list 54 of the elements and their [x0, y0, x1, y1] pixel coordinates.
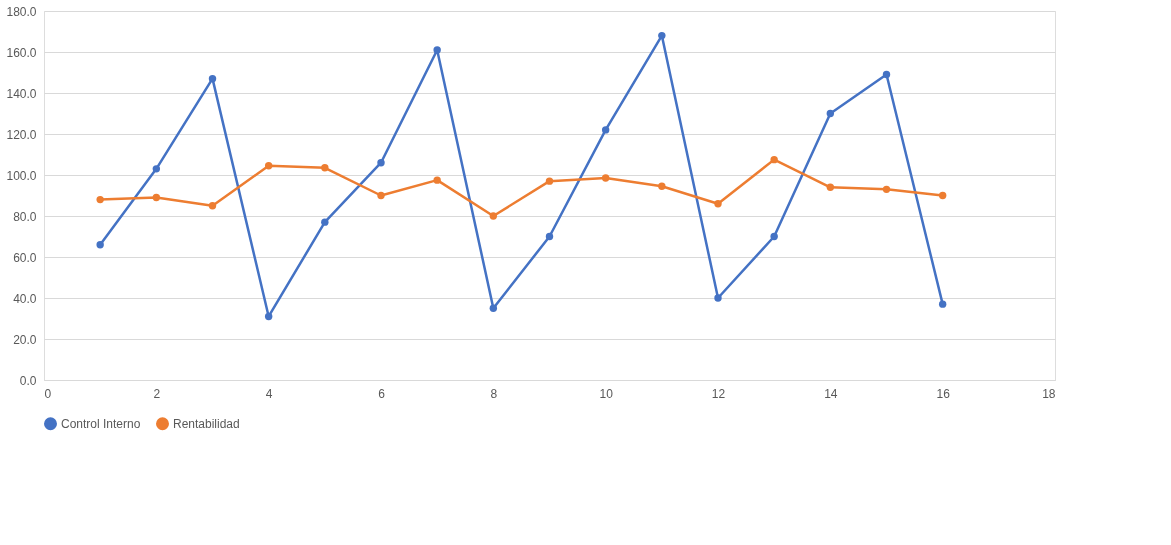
y-tick-label: 120.0	[6, 127, 37, 142]
point	[601, 126, 610, 134]
point	[938, 300, 947, 308]
y-tick-label: 0.0	[19, 373, 37, 388]
point	[938, 191, 947, 200]
point	[770, 232, 778, 241]
y-tick-label: 180.0	[6, 4, 37, 19]
point	[826, 183, 835, 191]
point	[152, 165, 161, 173]
legend-label: Rentabilidad	[173, 416, 240, 431]
point	[433, 46, 441, 54]
x-tick-label: 14	[824, 386, 838, 401]
point	[601, 174, 610, 182]
point	[96, 195, 104, 204]
y-tick-label: 140.0	[6, 86, 37, 101]
point	[377, 159, 385, 167]
point	[321, 218, 329, 226]
point	[882, 185, 891, 194]
x-tick-label: 6	[378, 386, 386, 401]
point	[826, 109, 835, 118]
point	[208, 74, 217, 83]
point	[321, 164, 329, 172]
point	[658, 31, 666, 40]
point	[489, 304, 498, 312]
y-tick-label: 80.0	[13, 209, 37, 224]
x-tick-label: 0	[44, 386, 52, 401]
point	[882, 70, 891, 79]
point	[714, 200, 722, 208]
point	[264, 162, 273, 170]
y-tick-label: 100.0	[6, 168, 37, 183]
x-tick-label: 4	[265, 386, 273, 401]
point	[545, 177, 554, 185]
point	[433, 176, 441, 184]
x-tick-label: 8	[490, 386, 498, 401]
legend-label: Control Interno	[61, 416, 141, 431]
point	[152, 193, 161, 202]
point	[96, 241, 104, 249]
point	[377, 191, 385, 200]
x-tick-label: 2	[153, 386, 161, 401]
y-tick-label: 20.0	[13, 332, 37, 347]
y-tick-label: 160.0	[6, 45, 37, 60]
point	[208, 202, 217, 210]
x-tick-label: 16	[936, 386, 951, 401]
point	[770, 155, 778, 164]
y-tick-label: 40.0	[13, 291, 37, 306]
point	[714, 294, 722, 302]
x-tick-label: 18	[1042, 386, 1056, 401]
point	[545, 232, 554, 241]
point	[489, 212, 498, 220]
x-tick-label: 10	[599, 386, 614, 401]
x-tick-label: 12	[711, 386, 726, 401]
point	[658, 182, 666, 190]
point	[264, 312, 273, 321]
y-tick-label: 60.0	[13, 250, 37, 265]
